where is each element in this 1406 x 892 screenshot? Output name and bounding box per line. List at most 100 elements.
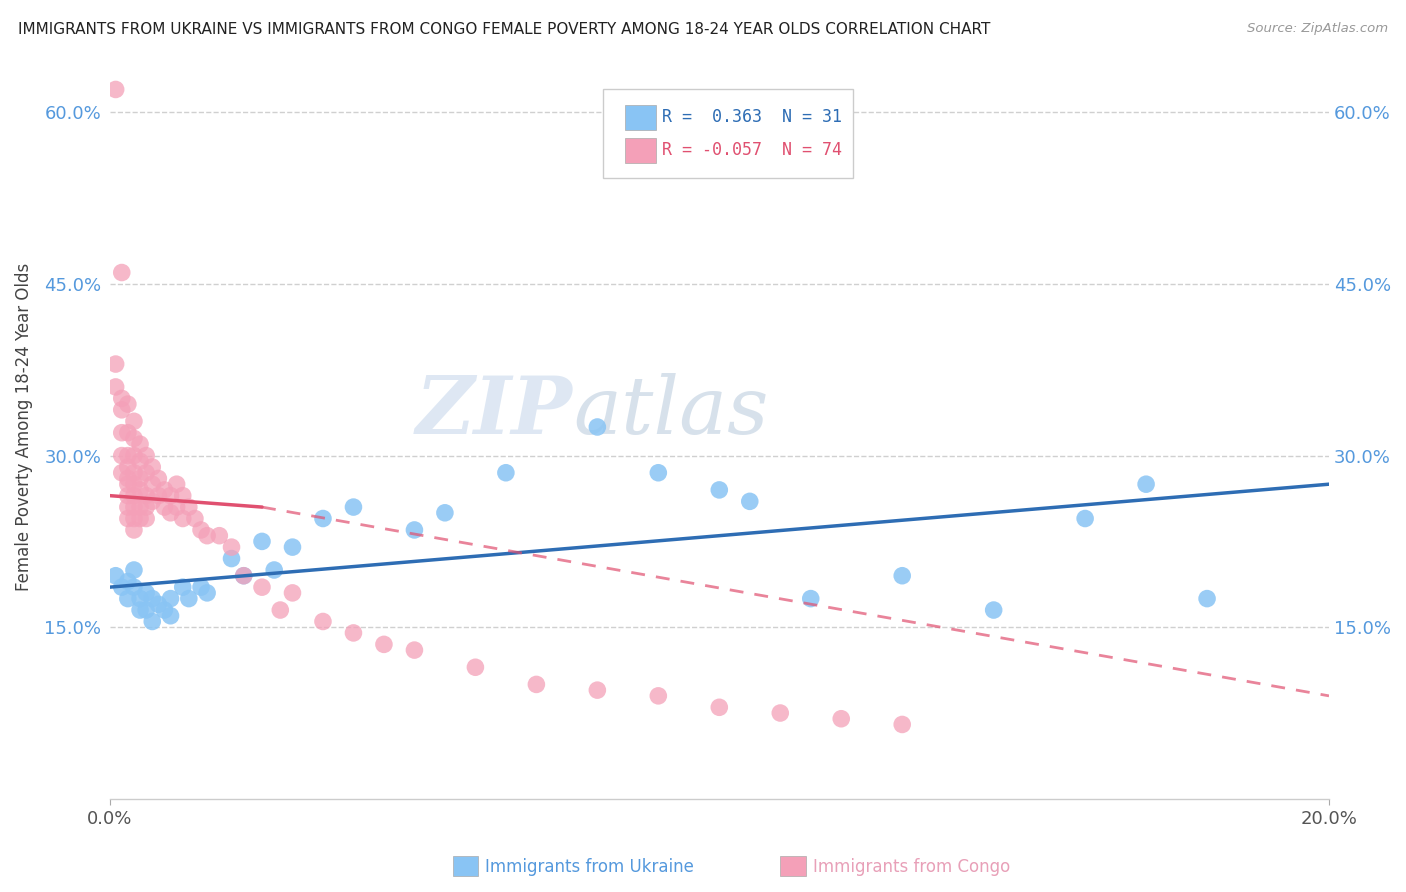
Point	[129, 483, 152, 497]
Point	[190, 580, 212, 594]
Point	[122, 580, 145, 594]
Point	[221, 540, 243, 554]
Point	[117, 477, 139, 491]
Point	[111, 580, 134, 594]
Point	[184, 511, 207, 525]
Point	[891, 568, 914, 582]
Point	[281, 540, 304, 554]
Point	[117, 574, 139, 589]
Point	[148, 471, 170, 485]
FancyBboxPatch shape	[603, 88, 853, 178]
Point	[983, 603, 1005, 617]
Point	[117, 500, 139, 514]
Text: Source: ZipAtlas.com: Source: ZipAtlas.com	[1247, 22, 1388, 36]
Point	[269, 603, 291, 617]
Point	[117, 471, 139, 485]
Point	[117, 397, 139, 411]
Text: R = -0.057  N = 74: R = -0.057 N = 74	[662, 141, 842, 160]
Text: ZIP: ZIP	[416, 374, 574, 450]
Point	[148, 489, 170, 503]
Y-axis label: Female Poverty Among 18-24 Year Olds: Female Poverty Among 18-24 Year Olds	[15, 263, 32, 591]
Point	[769, 706, 792, 720]
Point	[195, 529, 218, 543]
Point	[129, 437, 152, 451]
Point	[104, 380, 127, 394]
Point	[117, 591, 139, 606]
Point	[232, 568, 254, 582]
FancyBboxPatch shape	[626, 105, 655, 129]
Point	[586, 683, 609, 698]
Point	[117, 511, 139, 525]
Point	[166, 477, 188, 491]
Point	[373, 637, 395, 651]
Text: Immigrants from Ukraine: Immigrants from Ukraine	[485, 858, 695, 876]
Point	[111, 425, 134, 440]
Point	[111, 392, 134, 406]
Text: IMMIGRANTS FROM UKRAINE VS IMMIGRANTS FROM CONGO FEMALE POVERTY AMONG 18-24 YEAR: IMMIGRANTS FROM UKRAINE VS IMMIGRANTS FR…	[18, 22, 991, 37]
Point	[129, 471, 152, 485]
Point	[524, 677, 547, 691]
Point	[141, 494, 163, 508]
Point	[122, 432, 145, 446]
Point	[122, 523, 145, 537]
Point	[111, 466, 134, 480]
Point	[433, 506, 456, 520]
Point	[141, 477, 163, 491]
Point	[586, 420, 609, 434]
Point	[800, 591, 823, 606]
Point	[195, 586, 218, 600]
Point	[135, 603, 157, 617]
Point	[647, 466, 669, 480]
Point	[312, 511, 335, 525]
Text: Immigrants from Congo: Immigrants from Congo	[813, 858, 1010, 876]
Point	[891, 717, 914, 731]
Point	[1074, 511, 1097, 525]
Point	[495, 466, 517, 480]
Point	[166, 500, 188, 514]
Point	[190, 523, 212, 537]
Point	[129, 603, 152, 617]
Point	[250, 534, 273, 549]
Point	[122, 511, 145, 525]
Point	[153, 603, 176, 617]
Point	[281, 586, 304, 600]
Point	[172, 489, 194, 503]
Point	[830, 712, 852, 726]
Point	[709, 700, 731, 714]
Point	[464, 660, 486, 674]
FancyBboxPatch shape	[453, 856, 478, 876]
Point	[111, 266, 134, 280]
Point	[129, 454, 152, 468]
Point	[111, 449, 134, 463]
Point	[153, 500, 176, 514]
Point	[312, 615, 335, 629]
Point	[148, 597, 170, 611]
Point	[117, 425, 139, 440]
Point	[104, 568, 127, 582]
Text: R =  0.363  N = 31: R = 0.363 N = 31	[662, 108, 842, 126]
Point	[122, 449, 145, 463]
Point	[135, 586, 157, 600]
Point	[117, 449, 139, 463]
Point	[159, 506, 181, 520]
Point	[177, 591, 200, 606]
Point	[647, 689, 669, 703]
Point	[159, 591, 181, 606]
Point	[1135, 477, 1157, 491]
Point	[263, 563, 285, 577]
Point	[111, 402, 134, 417]
Point	[135, 500, 157, 514]
Point	[135, 466, 157, 480]
Point	[117, 489, 139, 503]
Point	[250, 580, 273, 594]
Point	[221, 551, 243, 566]
Point	[104, 357, 127, 371]
Point	[129, 511, 152, 525]
Point	[404, 523, 426, 537]
Point	[141, 615, 163, 629]
Point	[738, 494, 761, 508]
Point	[1197, 591, 1219, 606]
Point	[129, 591, 152, 606]
Point	[122, 477, 145, 491]
Point	[342, 500, 364, 514]
